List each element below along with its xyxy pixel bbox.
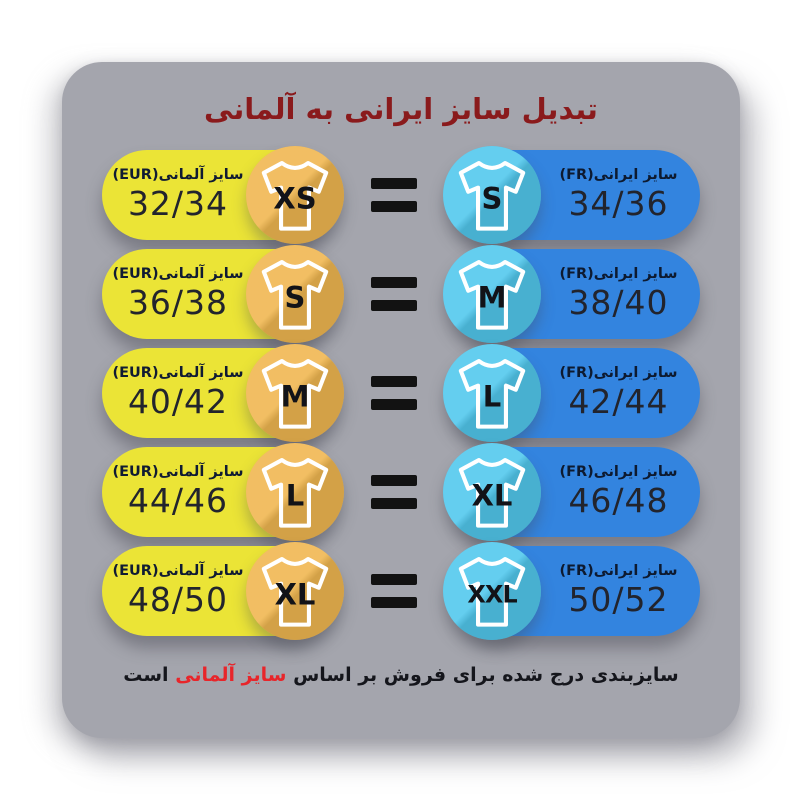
fr-size-badge: XXL bbox=[443, 542, 541, 640]
fr-size-badge: S bbox=[443, 146, 541, 244]
fr-size-badge: XL bbox=[443, 443, 541, 541]
fr-size-value: 34/36 bbox=[568, 184, 669, 224]
equals-icon bbox=[370, 277, 417, 311]
fr-size-pill: XXL سایز ایرانی(FR) 50/52 bbox=[443, 542, 700, 640]
tshirt-icon: S bbox=[451, 154, 533, 236]
eur-size-label: سایز آلمانی(EUR) bbox=[112, 463, 244, 480]
fr-size-pill: L سایز ایرانی(FR) 42/44 bbox=[443, 344, 700, 442]
footer-text-part1: سایزبندی درج شده برای فروش بر اساس bbox=[293, 664, 679, 686]
fr-size-value: 50/52 bbox=[568, 580, 669, 620]
eur-size-badge: XS bbox=[246, 146, 344, 244]
size-letter: L bbox=[285, 478, 305, 513]
tshirt-icon: S bbox=[254, 253, 336, 335]
eur-size-pill: سایز آلمانی(EUR) 40/42 M bbox=[102, 344, 344, 442]
eur-size-label: سایز آلمانی(EUR) bbox=[112, 166, 244, 183]
size-letter: M bbox=[280, 379, 310, 414]
fr-size-label: سایز ایرانی(FR) bbox=[559, 562, 678, 579]
fr-size-pill: M سایز ایرانی(FR) 38/40 bbox=[443, 245, 700, 343]
tshirt-icon: M bbox=[451, 253, 533, 335]
size-letter: XXL bbox=[467, 580, 517, 609]
eur-size-label: سایز آلمانی(EUR) bbox=[112, 265, 244, 282]
conversion-row: سایز آلمانی(EUR) 32/34 XS S bbox=[102, 146, 700, 244]
size-conversion-card: تبدیل سایز ایرانی به آلمانی سایز آلمانی(… bbox=[62, 62, 740, 738]
footer-note: سایزبندی درج شده برای فروش بر اساس سایز … bbox=[62, 664, 740, 686]
footer-text-part2: است bbox=[123, 664, 169, 686]
eur-size-value: 48/50 bbox=[127, 580, 229, 620]
size-letter: XL bbox=[274, 577, 316, 612]
fr-size-value: 38/40 bbox=[568, 283, 669, 323]
fr-size-label: سایز ایرانی(FR) bbox=[559, 166, 678, 183]
tshirt-icon: L bbox=[254, 451, 336, 533]
eur-size-badge: M bbox=[246, 344, 344, 442]
tshirt-icon: M bbox=[254, 352, 336, 434]
fr-size-value: 42/44 bbox=[568, 382, 669, 422]
eur-size-pill: سایز آلمانی(EUR) 48/50 XL bbox=[102, 542, 344, 640]
conversion-rows: سایز آلمانی(EUR) 32/34 XS S bbox=[102, 146, 700, 640]
tshirt-icon: XXL bbox=[451, 550, 533, 632]
eur-size-pill: سایز آلمانی(EUR) 36/38 S bbox=[102, 245, 344, 343]
fr-size-label: سایز ایرانی(FR) bbox=[559, 265, 678, 282]
fr-size-label: سایز ایرانی(FR) bbox=[559, 364, 678, 381]
equals-icon bbox=[370, 178, 417, 212]
size-letter: S bbox=[481, 181, 503, 216]
eur-size-value: 32/34 bbox=[127, 184, 229, 224]
conversion-row: سایز آلمانی(EUR) 48/50 XL XXL bbox=[102, 542, 700, 640]
fr-size-badge: M bbox=[443, 245, 541, 343]
eur-size-label: سایز آلمانی(EUR) bbox=[112, 562, 244, 579]
fr-size-badge: L bbox=[443, 344, 541, 442]
size-letter: XS bbox=[273, 181, 317, 216]
conversion-row: سایز آلمانی(EUR) 40/42 M L bbox=[102, 344, 700, 442]
eur-size-value: 40/42 bbox=[127, 382, 229, 422]
eur-size-badge: S bbox=[246, 245, 344, 343]
footer-accent: سایز آلمانی bbox=[175, 664, 287, 686]
fr-size-value: 46/48 bbox=[568, 481, 669, 521]
tshirt-icon: XL bbox=[254, 550, 336, 632]
eur-size-pill: سایز آلمانی(EUR) 44/46 L bbox=[102, 443, 344, 541]
eur-size-badge: XL bbox=[246, 542, 344, 640]
equals-icon bbox=[370, 574, 417, 608]
eur-size-value: 44/46 bbox=[127, 481, 229, 521]
eur-size-label: سایز آلمانی(EUR) bbox=[112, 364, 244, 381]
page-title: تبدیل سایز ایرانی به آلمانی bbox=[204, 92, 598, 126]
equals-icon bbox=[370, 475, 417, 509]
size-letter: XL bbox=[471, 478, 513, 513]
fr-size-pill: XL سایز ایرانی(FR) 46/48 bbox=[443, 443, 700, 541]
eur-size-badge: L bbox=[246, 443, 344, 541]
equals-icon bbox=[370, 376, 417, 410]
tshirt-icon: L bbox=[451, 352, 533, 434]
tshirt-icon: XL bbox=[451, 451, 533, 533]
conversion-row: سایز آلمانی(EUR) 44/46 L XL bbox=[102, 443, 700, 541]
fr-size-pill: S سایز ایرانی(FR) 34/36 bbox=[443, 146, 700, 244]
size-letter: L bbox=[482, 379, 502, 414]
size-letter: S bbox=[284, 280, 306, 315]
tshirt-icon: XS bbox=[254, 154, 336, 236]
conversion-row: سایز آلمانی(EUR) 36/38 S M bbox=[102, 245, 700, 343]
size-letter: M bbox=[477, 280, 507, 315]
fr-size-label: سایز ایرانی(FR) bbox=[559, 463, 678, 480]
eur-size-pill: سایز آلمانی(EUR) 32/34 XS bbox=[102, 146, 344, 244]
eur-size-value: 36/38 bbox=[127, 283, 229, 323]
